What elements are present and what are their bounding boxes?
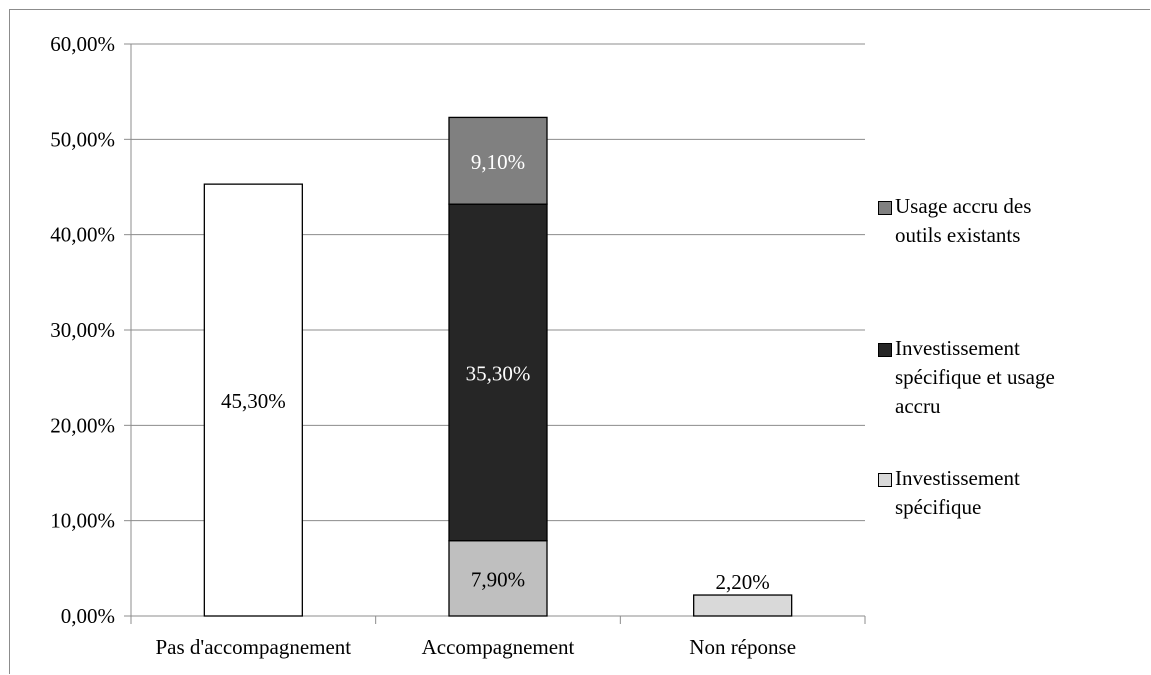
legend-label-line: Investissement — [895, 466, 1020, 490]
legend-item: Investissement spécifique et usage accru — [878, 334, 1055, 421]
data-label: 45,30% — [221, 389, 286, 413]
legend-item: Investissement spécifique — [878, 464, 1020, 522]
legend-label-line: Usage accru des — [895, 194, 1032, 218]
legend-swatch — [878, 201, 892, 215]
legend-label-line: spécifique et usage — [895, 365, 1055, 389]
bar-segment — [693, 594, 793, 617]
bar-segment — [203, 183, 303, 617]
x-tick-label: Non réponse — [689, 635, 796, 659]
data-label: 2,20% — [716, 570, 770, 594]
y-tick-label: 60,00% — [50, 32, 115, 56]
legend-label: Usage accru des outils existants — [895, 192, 1031, 250]
y-tick-label: 20,00% — [50, 413, 115, 437]
bar-segment — [448, 116, 548, 205]
legend-label-line: spécifique — [895, 495, 982, 519]
legend-label-line: outils existants — [895, 223, 1021, 247]
data-label: 35,30% — [466, 361, 531, 385]
y-tick-label: 30,00% — [50, 318, 115, 342]
y-tick-label: 40,00% — [50, 223, 115, 247]
bar-segment — [448, 540, 548, 617]
legend-label: Investissement spécifique et usage accru — [895, 334, 1055, 421]
x-tick-label: Accompagnement — [422, 635, 575, 659]
data-label: 7,90% — [471, 567, 525, 591]
legend-label-line: Investissement — [895, 336, 1020, 360]
legend-swatch — [878, 473, 892, 487]
x-tick-label: Pas d'accompagnement — [156, 635, 352, 659]
legend-label: Investissement spécifique — [895, 464, 1020, 522]
y-tick-label: 10,00% — [50, 509, 115, 533]
y-tick-label: 50,00% — [50, 127, 115, 151]
y-tick-label: 0,00% — [61, 604, 115, 628]
chart-frame — [9, 9, 1150, 674]
legend-swatch — [878, 343, 892, 357]
data-label: 9,10% — [471, 150, 525, 174]
legend-item: Usage accru des outils existants — [878, 192, 1031, 250]
legend-label-line: accru — [895, 394, 941, 418]
